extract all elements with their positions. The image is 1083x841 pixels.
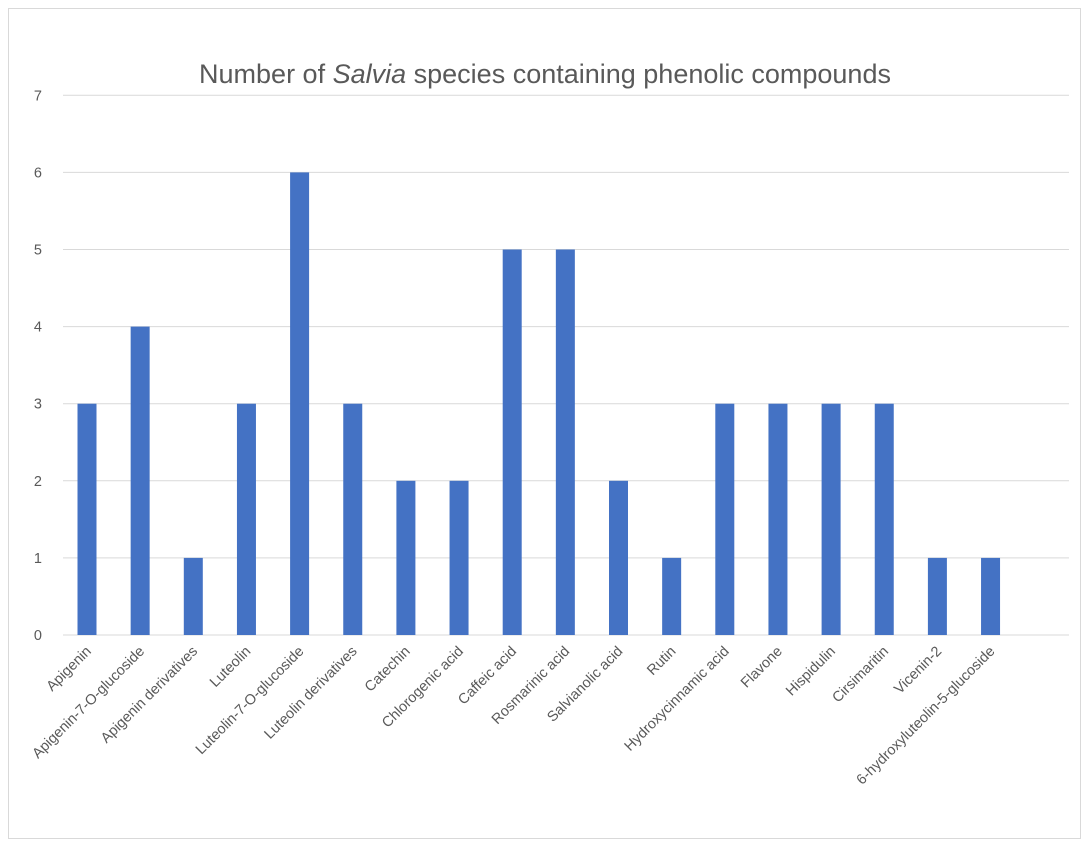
x-category-label: Flavone [738, 644, 786, 692]
bar [77, 403, 97, 635]
y-tick-label: 3 [34, 397, 42, 413]
bar [874, 403, 894, 635]
y-tick-label: 7 [34, 88, 42, 104]
bar [981, 557, 1001, 635]
chart-title-part-2: species containing phenolic compounds [406, 59, 891, 89]
bar [821, 403, 841, 635]
y-tick-label: 6 [34, 165, 42, 181]
y-tick-label: 5 [34, 243, 42, 259]
y-tick-label: 4 [34, 320, 42, 336]
bar [609, 480, 628, 635]
bars [77, 172, 1001, 635]
x-category-label: Hydroxycinnamic acid [622, 644, 733, 755]
y-tick-label: 1 [34, 551, 42, 567]
x-category-label: Luteolin derivatives [261, 644, 360, 743]
bar [927, 557, 947, 635]
bar [183, 557, 203, 635]
bar [130, 326, 150, 635]
bar [502, 249, 522, 635]
x-category-label: Hispidulin [783, 644, 839, 700]
y-tick-label: 0 [34, 628, 42, 644]
bar [343, 403, 363, 635]
bar [662, 557, 682, 635]
chart-title-part-1: Salvia [333, 59, 407, 89]
x-category-label: Rutin [644, 644, 679, 679]
x-category-label: Apigenin derivatives [98, 644, 201, 747]
x-category-label: Luteolin [207, 644, 254, 691]
bar [555, 249, 575, 635]
x-category-label: Luteolin-7-O-glucoside [193, 644, 307, 758]
y-axis-tick-labels: 0 1 2 3 4 5 6 7 [34, 88, 42, 644]
bar [715, 403, 735, 635]
bar [396, 480, 416, 635]
x-category-label: Cirsimaritin [829, 644, 892, 707]
bar-chart: Number of Salvia species containing phen… [30, 59, 1069, 789]
bar [290, 172, 310, 635]
chart-area: Number of Salvia species containing phen… [8, 8, 1081, 839]
chart-title: Number of Salvia species containing phen… [199, 59, 891, 89]
x-category-label: Apigenin [44, 644, 95, 695]
y-tick-label: 2 [34, 474, 42, 490]
chart-title-part-0: Number of [199, 59, 333, 89]
bar [768, 403, 788, 635]
x-category-label: Vicenin-2 [891, 644, 945, 698]
x-category-label: Catechin [362, 644, 414, 696]
bar [236, 403, 256, 635]
bar [449, 480, 469, 635]
